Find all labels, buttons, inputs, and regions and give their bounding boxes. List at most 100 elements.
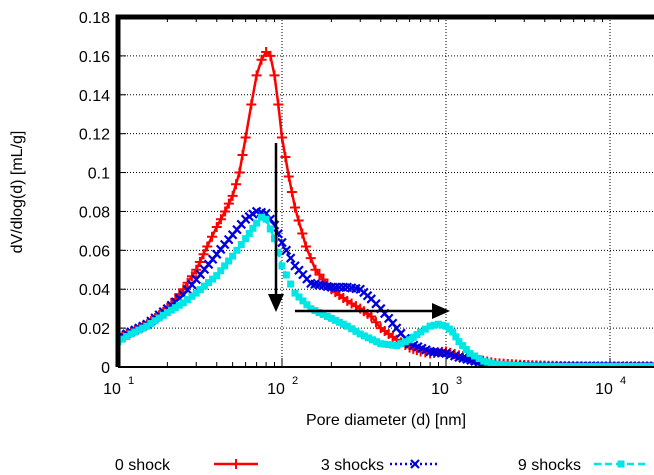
data-point (397, 340, 405, 348)
data-point (200, 282, 208, 290)
data-point (495, 360, 503, 367)
data-point (205, 279, 213, 287)
data-point (237, 150, 248, 161)
data-point (577, 362, 585, 367)
data-point (251, 70, 262, 81)
data-point (590, 362, 598, 367)
data-point (283, 171, 294, 182)
data-point (281, 245, 292, 256)
data-point (246, 99, 257, 110)
data-point (360, 332, 368, 340)
data-point (223, 198, 234, 209)
data-point (484, 358, 492, 366)
data-point (280, 152, 291, 162)
data-point (167, 306, 175, 314)
data-point (245, 229, 253, 237)
data-point (635, 362, 643, 367)
legend-label: 9 shocks (518, 457, 581, 474)
data-point (557, 362, 565, 367)
data-point (233, 246, 241, 254)
data-point (240, 132, 251, 143)
data-point (327, 314, 335, 322)
data-point (229, 252, 237, 260)
y-tick-label: 0.1 (88, 166, 110, 183)
data-point (188, 292, 196, 300)
data-point (237, 241, 245, 248)
data-point (295, 293, 303, 301)
data-point (524, 362, 532, 367)
data-point (118, 335, 126, 343)
grid (118, 17, 654, 367)
x-tick-label: 10 (267, 381, 285, 398)
data-point (466, 349, 474, 357)
data-point (262, 215, 270, 223)
data-point (231, 179, 242, 190)
data-point (352, 327, 360, 335)
x-tick-exponent: 4 (620, 375, 626, 387)
data-point (393, 342, 401, 350)
data-point (266, 225, 274, 233)
data-point (430, 321, 438, 329)
data-point (179, 299, 187, 307)
data-point (215, 214, 226, 225)
data-point (196, 286, 204, 294)
down-arrow-head (268, 294, 284, 312)
data-point (285, 253, 296, 263)
data-point (131, 328, 139, 336)
data-point (426, 322, 434, 330)
x-tick-label: 10 (595, 381, 613, 398)
data-point (217, 267, 225, 275)
data-point (171, 304, 179, 312)
data-point (462, 346, 470, 353)
data-point (369, 336, 377, 344)
data-point (389, 341, 397, 349)
legend-swatch-marker (410, 459, 420, 469)
data-point (343, 322, 351, 330)
data-point (163, 309, 171, 317)
data-point (256, 54, 267, 65)
data-point (381, 340, 389, 348)
data-point (406, 336, 414, 344)
data-point (610, 362, 618, 367)
data-point (242, 235, 250, 243)
data-point (561, 362, 569, 367)
data-point (471, 352, 479, 360)
y-tick-label: 0.18 (79, 10, 110, 27)
data-point (373, 338, 381, 346)
data-point (370, 317, 381, 328)
data-point (573, 362, 581, 367)
data-point (274, 248, 282, 256)
x-axis-label: Pore diameter (d) [nm] (306, 412, 466, 429)
x-axis-ticks: 10 1 10 2 10 3 10 4 (103, 17, 626, 398)
data-point (287, 280, 295, 288)
series-0-shock (118, 47, 654, 367)
data-point (206, 231, 217, 242)
data-point (553, 362, 561, 367)
data-point (549, 362, 557, 367)
data-point (475, 355, 483, 363)
y-axis-label: dV/dlog(d) [mL/g] (9, 131, 26, 254)
data-point (520, 362, 528, 367)
data-point (421, 325, 429, 333)
data-point (282, 271, 290, 279)
data-point (377, 340, 385, 348)
right-arrow-head (432, 303, 450, 319)
data-point (585, 362, 593, 367)
x-tick-label: 10 (431, 381, 449, 398)
data-point (438, 321, 446, 329)
y-tick-label: 0.04 (79, 282, 110, 299)
data-point (147, 319, 155, 327)
data-point (651, 362, 654, 367)
data-point (319, 311, 327, 318)
legend-item: 9 shocks (518, 457, 648, 474)
y-tick-label: 0.14 (79, 88, 110, 105)
data-point (434, 320, 442, 328)
data-point (508, 361, 516, 367)
data-point (512, 361, 520, 367)
data-point (135, 326, 143, 334)
data-point (643, 362, 651, 367)
legend-label: 3 shocks (321, 457, 384, 474)
data-point (459, 342, 467, 350)
data-point (307, 305, 315, 313)
